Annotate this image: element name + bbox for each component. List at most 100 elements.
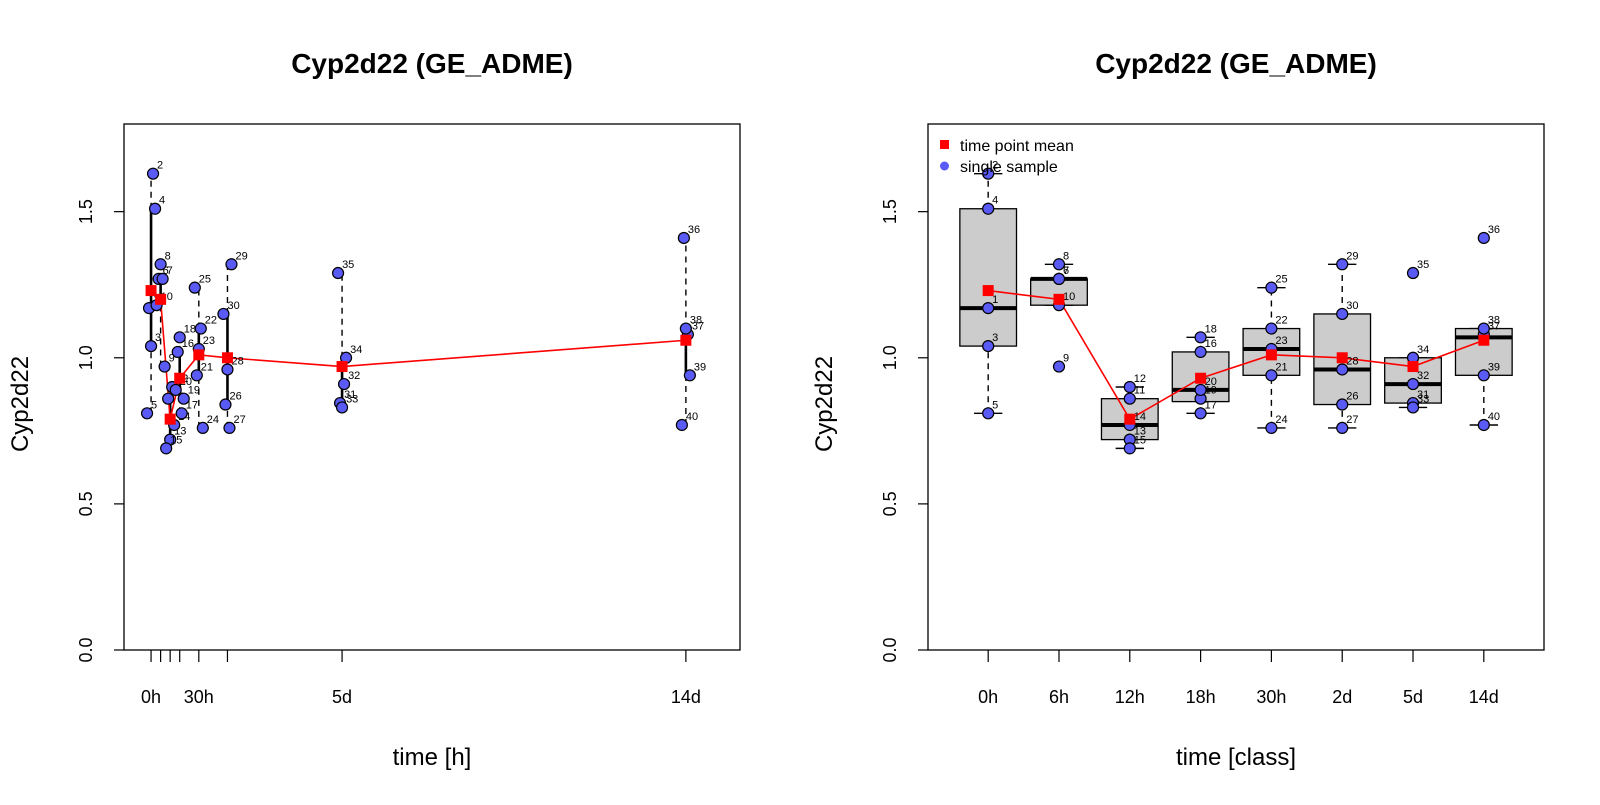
- left-sample-point: [148, 202, 162, 215]
- left-plot-frame: [123, 123, 741, 651]
- left-sample-label: 9: [169, 353, 175, 365]
- right-sample-point: [1194, 383, 1207, 397]
- right-sample-label: 7: [1063, 265, 1069, 277]
- right-sample-label: 34: [1417, 344, 1429, 356]
- left-mean-marker: [174, 372, 186, 384]
- left-sample-label: 37: [692, 320, 704, 332]
- right-mean-marker: [1053, 293, 1065, 305]
- right-sample-point: [1336, 421, 1349, 435]
- left-sample-label: 22: [205, 315, 217, 327]
- right-sample-label: 40: [1488, 411, 1500, 423]
- left-sample-point: [219, 398, 232, 411]
- right-sample-label: 6: [1063, 265, 1069, 277]
- left-sample-point: [331, 266, 345, 280]
- left-sample-label: 38: [690, 315, 702, 327]
- right-sample-label: 16: [1205, 338, 1217, 350]
- right-sample-point: [1336, 398, 1349, 411]
- right-panel: Cyp2d22 (GE_ADME) time [class] Cyp2d22 0…: [811, 48, 1545, 771]
- left-sample-point: [223, 421, 236, 435]
- right-mean-marker: [982, 285, 994, 297]
- right-sample-label: 32: [1417, 370, 1429, 382]
- right-sample-point: [982, 202, 995, 215]
- right-x-axis-label: time [class]: [1176, 744, 1296, 771]
- right-sample-label: 35: [1417, 259, 1429, 271]
- left-panel: Cyp2d22 (GE_ADME) time [h] Cyp2d22 0.0 0.…: [7, 48, 741, 771]
- left-sample-label: 31: [344, 389, 356, 401]
- right-sample-label: 25: [1275, 274, 1287, 286]
- right-sample-point: [1194, 345, 1207, 359]
- right-sample-point: [1477, 369, 1490, 382]
- right-sample-label: 12: [1134, 373, 1146, 385]
- right-sample-point: [1265, 281, 1278, 294]
- right-chart-title: Cyp2d22 (GE_ADME): [1095, 48, 1377, 79]
- right-sample-point: [1406, 401, 1420, 414]
- left-y-tick-label: 1.5: [76, 199, 96, 224]
- left-sample-point: [221, 363, 234, 376]
- right-x-tick-label: 0h: [978, 687, 998, 707]
- left-sample-label: 15: [170, 434, 182, 446]
- right-sample-label: 24: [1275, 414, 1287, 426]
- right-sample-label: 18: [1205, 323, 1217, 335]
- right-sample-label: 37: [1488, 320, 1500, 332]
- right-sample-label: 15: [1134, 434, 1146, 446]
- right-y-axis-label: Cyp2d22: [811, 356, 838, 452]
- left-mean-marker: [221, 352, 233, 364]
- right-sample-point: [982, 339, 995, 353]
- right-x-tick-label: 6h: [1049, 687, 1069, 707]
- left-sample-label: 33: [346, 393, 358, 405]
- right-sample-label: 19: [1205, 385, 1217, 397]
- right-sample-point: [1477, 418, 1490, 432]
- left-mean-marker: [164, 413, 176, 425]
- right-sample-point: [1336, 363, 1349, 376]
- left-sample-point: [154, 258, 167, 271]
- left-sample-point: [190, 369, 203, 382]
- left-y-tick-label: 0.0: [76, 637, 96, 662]
- left-sample-label: 23: [203, 335, 215, 347]
- left-sample-point: [169, 383, 182, 397]
- right-y-tick-label: 0.5: [880, 491, 900, 516]
- left-plot-area: 0.00.51.01.50h30h5d14d123456789101112131…: [76, 160, 706, 707]
- legend: time point mean single sample: [940, 138, 1074, 176]
- left-y-tick-label: 0.5: [76, 491, 96, 516]
- right-mean-marker: [1124, 413, 1136, 425]
- right-mean-marker: [1478, 334, 1490, 346]
- right-sample-point: [1052, 258, 1066, 271]
- right-sample-label: 10: [1063, 291, 1075, 303]
- left-sample-label: 36: [688, 224, 700, 236]
- left-sample-point: [677, 231, 690, 245]
- right-sample-label: 17: [1205, 399, 1217, 411]
- right-sample-label: 38: [1488, 315, 1500, 327]
- right-sample-label: 33: [1417, 393, 1429, 405]
- left-sample-point: [675, 418, 688, 432]
- left-sample-label: 40: [686, 411, 698, 423]
- left-sample-label: 28: [231, 355, 243, 367]
- left-sample-label: 27: [233, 414, 245, 426]
- legend-mean-swatch: [940, 140, 949, 149]
- right-sample-label: 8: [1063, 250, 1069, 262]
- left-y-tick-label: 1.0: [76, 345, 96, 370]
- right-sample-label: 14: [1134, 411, 1146, 423]
- left-sample-point: [225, 258, 238, 271]
- left-sample-label: 34: [350, 344, 362, 356]
- right-mean-marker: [1407, 361, 1419, 373]
- left-sample-label: 6: [163, 265, 169, 277]
- left-x-tick-label: 14d: [671, 687, 701, 707]
- right-sample-point: [1194, 407, 1207, 420]
- left-sample-point: [162, 392, 175, 405]
- left-sample-label: 30: [227, 300, 239, 312]
- left-sample-label: 25: [199, 274, 211, 286]
- left-sample-point: [146, 167, 160, 180]
- right-y-tick-label: 1.0: [880, 345, 900, 370]
- left-sample-point: [156, 272, 169, 285]
- left-x-tick-label: 30h: [184, 687, 214, 707]
- left-y-axis-label: Cyp2d22: [7, 356, 34, 452]
- right-sample-point: [1265, 369, 1278, 382]
- left-sample-point: [196, 421, 209, 435]
- left-sample-point: [217, 307, 230, 321]
- left-sample-label: 18: [184, 323, 196, 335]
- right-x-tick-label: 5d: [1403, 687, 1423, 707]
- right-sample-label: 39: [1488, 361, 1500, 373]
- right-sample-point: [1265, 421, 1278, 435]
- left-chart-title: Cyp2d22 (GE_ADME): [291, 48, 573, 79]
